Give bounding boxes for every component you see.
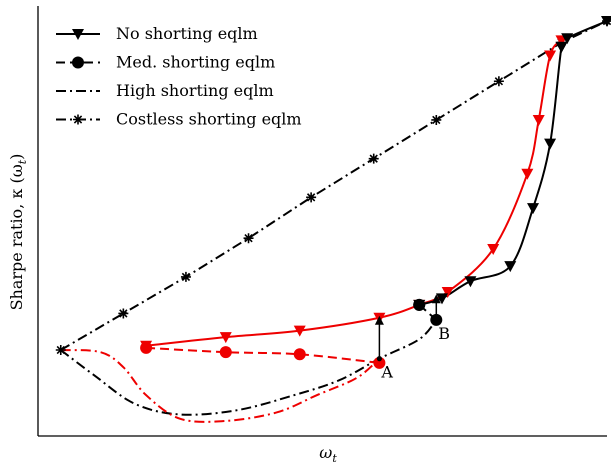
data-point-costless-0 [55,345,66,355]
data-point-red-med-2 [293,348,306,361]
data-point-red-none-2 [293,325,306,337]
data-point-red-med-1 [219,346,232,359]
data-point-black-none-7 [561,33,574,45]
data-point-costless-5 [368,153,379,164]
data-point-costless-2 [180,271,191,282]
data-point-red-none-1 [219,332,232,344]
data-point-red-none-5 [441,286,454,298]
series-line-red-med [146,346,380,364]
legend: No shorting eqlm Med. shorting eqlm High s… [56,24,302,129]
legend-marker-0 [72,29,84,40]
data-point-costless-4 [306,192,317,203]
data-point-black-none-3 [504,261,517,273]
x-axis-label: ωt [319,443,337,464]
data-point-special-0 [555,41,568,53]
series-line-costless [60,20,608,351]
data-point-red-none-0 [140,340,153,352]
data-point-black-none-5 [544,138,557,150]
legend-label-3: Costless shorting eqlm [116,110,302,129]
data-point-costless-1 [118,308,129,319]
legend-marker-3 [73,114,83,125]
data-point-costless-7 [493,76,504,87]
annotation-label-0: A [380,363,393,382]
data-point-costless-6 [431,114,442,125]
data-point-costless-3 [243,233,254,244]
data-point-black-none-8 [601,16,611,28]
series-line-black-high [60,319,438,416]
marker-layer [55,16,611,369]
annotation-layer: AB [374,294,450,382]
y-axis-label: Sharpe ratio, κ (ωt) [7,154,29,311]
axes [37,6,607,437]
legend-label-2: High shorting eqlm [116,81,274,100]
data-point-red-none-9 [544,50,557,62]
legend-label-1: Med. shorting eqlm [116,53,275,72]
data-point-black-none-4 [527,203,540,215]
data-point-red-none-8 [532,114,545,126]
series-line-red-high [60,349,381,423]
legend-label-0: No shorting eqlm [116,24,258,43]
legend-marker-1 [72,56,84,69]
data-point-red-none-6 [487,243,500,255]
annotation-label-1: B [438,324,450,343]
data-point-black-none-2 [464,276,477,288]
data-point-red-none-7 [521,168,534,180]
data-point-special-1 [413,298,426,311]
data-point-red-med-3 [373,356,386,369]
